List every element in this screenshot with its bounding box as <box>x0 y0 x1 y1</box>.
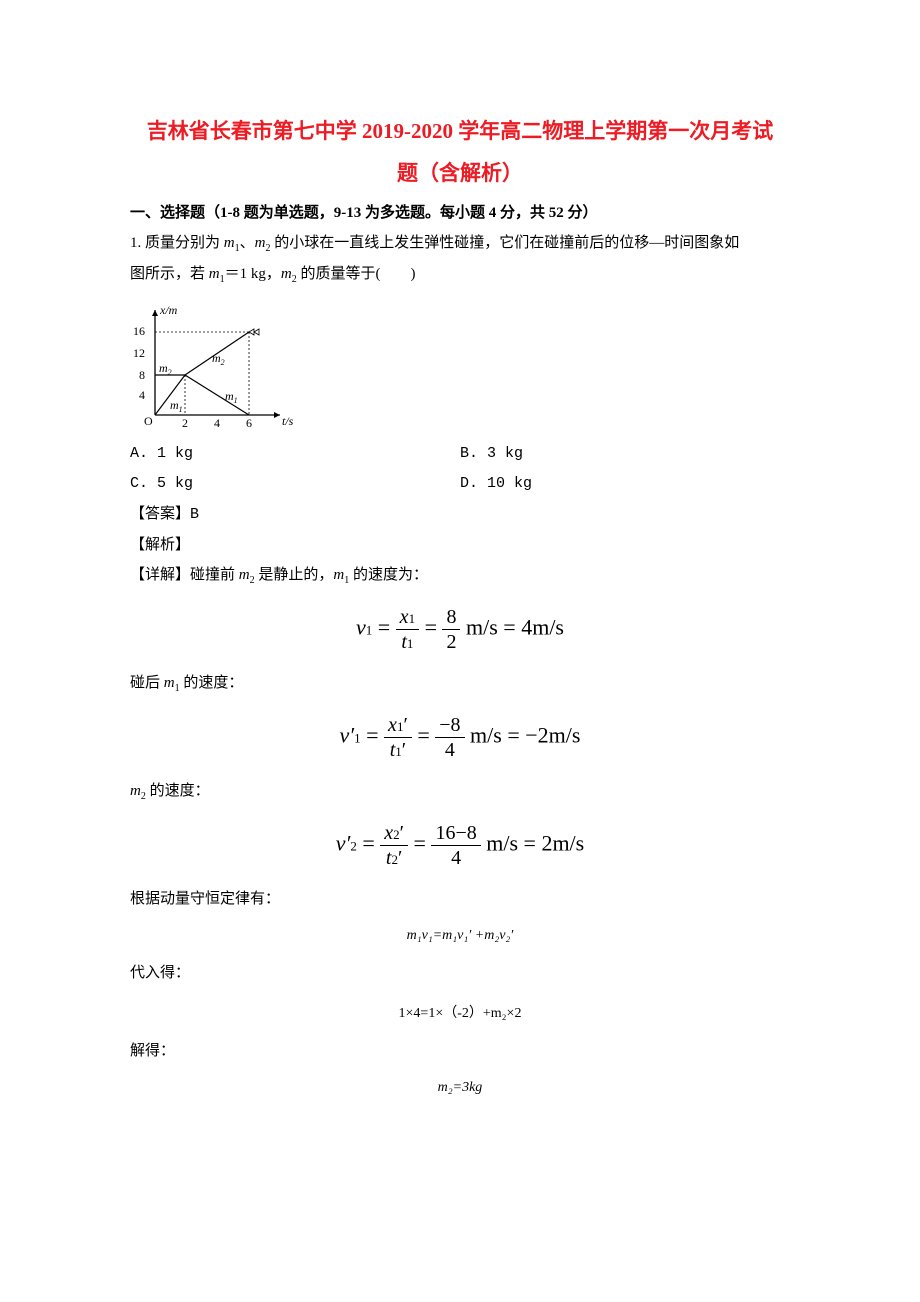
option-c: C. 5 kg <box>130 469 460 499</box>
m1-label-before: m1 <box>170 398 183 414</box>
svg-text:6: 6 <box>246 416 252 430</box>
equation-result: m₂=3kg <box>130 1080 790 1096</box>
answer-line: 【答案】B <box>130 499 790 530</box>
eq1-lhs: v <box>356 615 366 640</box>
eq1-n2: 8 <box>442 605 460 630</box>
q1-m2b: m <box>281 266 292 282</box>
eq1-lhssub: 1 <box>366 623 373 638</box>
eq2-lhssub: 1 <box>354 731 361 746</box>
svg-text:4: 4 <box>139 388 145 402</box>
q1-prefix: 1. 质量分别为 <box>130 235 224 251</box>
m2-label-before: m2 <box>159 361 172 377</box>
svg-text:16: 16 <box>133 324 145 338</box>
eq3-unit: m/s <box>486 831 518 856</box>
svg-text:4: 4 <box>214 416 220 430</box>
eq2-dp: ′ <box>402 739 406 761</box>
eq2-n1: x <box>388 714 397 736</box>
eq3-d2: 4 <box>431 846 480 870</box>
eq1-d1s: 1 <box>407 636 414 651</box>
eq3-n1: x <box>384 822 393 844</box>
eq2-d2: 4 <box>435 738 464 762</box>
eq3-res: 2m/s <box>541 831 584 856</box>
m2-label-after: m2 <box>212 351 225 367</box>
q1-l2c: 的质量等于( ) <box>297 266 416 282</box>
q1-text-line1: 1. 质量分别为 m1、m2 的小球在一直线上发生弹性碰撞，它们在碰撞前后的位移… <box>130 228 790 259</box>
dt2: 是静止的， <box>255 567 334 583</box>
am1-m: m <box>164 675 175 691</box>
dt-m1: m <box>333 567 344 583</box>
svg-text:2: 2 <box>182 416 188 430</box>
q1-mid1: 的小球在一直线上发生弹性碰撞，它们在碰撞前后的位移—时间图象如 <box>270 235 739 251</box>
equation-v1: v1 = x1t1 = 82 m/s = 4m/s <box>130 605 790 654</box>
detail-label: 【详解】 <box>130 567 190 583</box>
eq1-unit: m/s <box>466 615 498 640</box>
answer-label: 【答案】 <box>130 506 190 522</box>
q1-m1: m <box>224 235 235 251</box>
eq3-n2: 16−8 <box>431 821 480 846</box>
xt-graph: x/m t/s O 4 8 12 16 2 4 6 m2 m1 m2 m1 <box>130 302 790 437</box>
exam-title-line2: 题（含解析） <box>130 152 790 194</box>
svg-text:O: O <box>144 414 153 428</box>
eq2-lhs: v′ <box>340 723 355 748</box>
option-a: A. 1 kg <box>130 439 460 469</box>
xlabel: t/s <box>282 414 294 428</box>
m1-label-after: m1 <box>225 389 238 405</box>
eq1-n1: x <box>400 606 409 628</box>
q1-m1b: m <box>209 266 220 282</box>
eq1-res: 4m/s <box>521 615 564 640</box>
svg-text:12: 12 <box>133 346 145 360</box>
equation-v1prime: v′1 = x1′t1′ = −84 m/s = −2m/s <box>130 713 790 762</box>
option-b: B. 3 kg <box>460 439 790 469</box>
q1-l2b: ＝1 kg， <box>225 266 281 282</box>
options-row-2: C. 5 kg D. 10 kg <box>130 469 790 499</box>
option-d: D. 10 kg <box>460 469 790 499</box>
ylabel: x/m <box>159 303 178 317</box>
sub-in-text: 代入得： <box>130 958 790 988</box>
equation-v2prime: v′2 = x2′t2′ = 16−84 m/s = 2m/s <box>130 821 790 870</box>
momentum-text: 根据动量守恒定律有： <box>130 884 790 914</box>
detail-line1: 【详解】碰撞前 m2 是静止的，m1 的速度为： <box>130 560 790 591</box>
eq3-lhssub: 2 <box>350 839 357 854</box>
options-row-1: A. 1 kg B. 3 kg <box>130 439 790 469</box>
eq2-n2: −8 <box>435 713 464 738</box>
after-m1-text: 碰后 m1 的速度： <box>130 668 790 699</box>
m2-speed-text: m2 的速度： <box>130 776 790 807</box>
q1-text-line2: 图所示，若 m1＝1 kg，m2 的质量等于( ) <box>130 259 790 290</box>
eq3-np: ′ <box>400 822 404 844</box>
q1-l2a: 图所示，若 <box>130 266 209 282</box>
solve-text: 解得： <box>130 1036 790 1066</box>
eq2-unit: m/s <box>470 723 502 748</box>
equation-momentum: m₁v₁=m₁v₁′ +m₂v₂′ <box>130 928 790 944</box>
svg-text:8: 8 <box>139 368 145 382</box>
dt-m2: m <box>239 567 250 583</box>
am1b: 的速度： <box>180 675 244 691</box>
dt1: 碰撞前 <box>190 567 239 583</box>
eq1-d2: 2 <box>442 630 460 654</box>
answer-value: B <box>190 506 199 523</box>
m2s-m: m <box>130 783 141 799</box>
eq3-lhs: v′ <box>336 831 351 856</box>
dt3: 的速度为： <box>349 567 428 583</box>
m2s-b: 的速度： <box>146 783 210 799</box>
eq1-n1s: 1 <box>409 611 416 626</box>
am1a: 碰后 <box>130 675 164 691</box>
q1-m2: m <box>255 235 266 251</box>
equation-numeric: 1×4=1×（-2）+m₂×2 <box>130 1002 790 1022</box>
eq3-dp: ′ <box>398 847 402 869</box>
exam-title-line1: 吉林省长春市第七中学 2019-2020 学年高二物理上学期第一次月考试 <box>130 110 790 152</box>
eq2-res: −2m/s <box>525 723 580 748</box>
jiexi-label: 【解析】 <box>130 530 790 560</box>
section-1-heading: 一、选择题（1-8 题为单选题，9-13 为多选题。每小题 4 分，共 52 分… <box>130 198 790 228</box>
q1-sep: 、 <box>240 235 255 251</box>
eq2-np: ′ <box>403 714 407 736</box>
